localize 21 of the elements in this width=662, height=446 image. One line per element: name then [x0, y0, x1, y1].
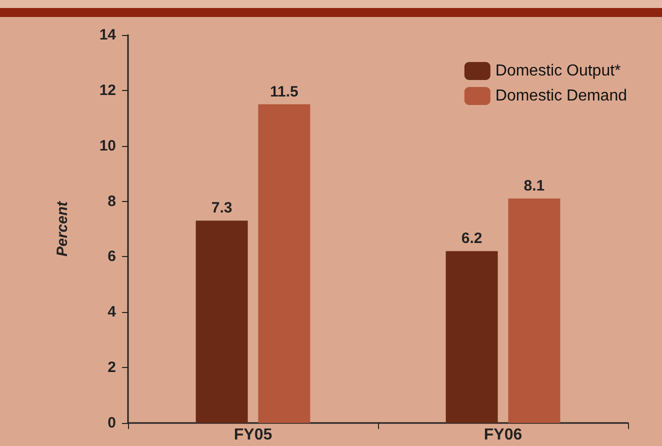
- x-tick-label: FY05: [234, 426, 272, 444]
- y-axis-title: Percent: [54, 200, 71, 257]
- bar: [508, 198, 560, 423]
- y-tick-label: 12: [99, 82, 116, 99]
- bar: [258, 104, 310, 423]
- y-tick-label: 0: [108, 414, 116, 432]
- y-tick-label: 6: [108, 248, 116, 266]
- data-label: 11.5: [270, 83, 298, 100]
- legend-label: Domestic Demand: [495, 88, 628, 104]
- bar: [446, 251, 498, 423]
- data-label: 8.1: [524, 178, 545, 195]
- y-tick-label: 2: [108, 359, 116, 376]
- y-tick-label: 8: [108, 192, 116, 210]
- bar: [196, 220, 248, 423]
- legend-label: Domestic Output*: [495, 62, 621, 80]
- x-tick-label: FY06: [484, 426, 522, 444]
- y-tick-label: 14: [99, 26, 117, 44]
- y-tick-label: 10: [99, 137, 116, 154]
- data-label: 6.2: [461, 230, 482, 248]
- data-label: 7.3: [211, 200, 232, 217]
- y-tick-label: 4: [108, 304, 117, 321]
